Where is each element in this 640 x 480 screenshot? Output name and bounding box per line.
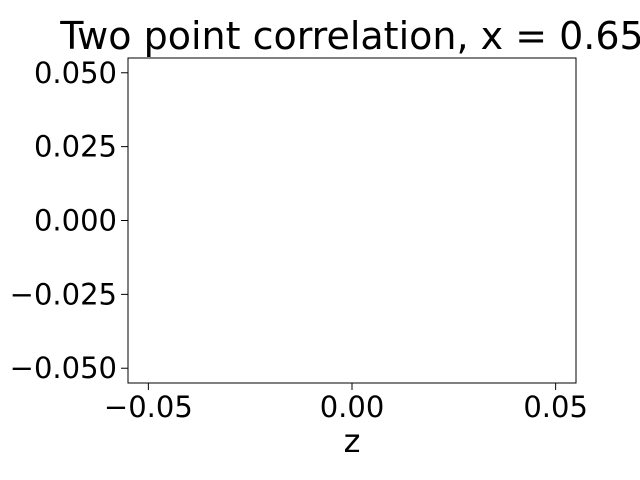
x-tick-label: −0.05	[104, 390, 193, 424]
x-axis-label: z	[344, 422, 361, 460]
chart-title: Two point correlation, x = 0.65	[59, 14, 640, 58]
plot-frame	[127, 57, 577, 384]
y-axis: 0.050 0.025 0.000 −0.025 −0.050	[10, 56, 128, 385]
y-tick-label: 0.050	[34, 56, 117, 90]
y-tick-label: 0.025	[34, 130, 117, 164]
y-tick-label: −0.050	[10, 351, 117, 385]
y-tick-label: −0.025	[10, 277, 117, 311]
y-tick-label: 0.000	[34, 204, 117, 238]
x-tick-label: 0.00	[320, 390, 385, 424]
x-axis: −0.05 0.00 0.05	[104, 383, 588, 424]
x-tick-label: 0.05	[523, 390, 588, 424]
